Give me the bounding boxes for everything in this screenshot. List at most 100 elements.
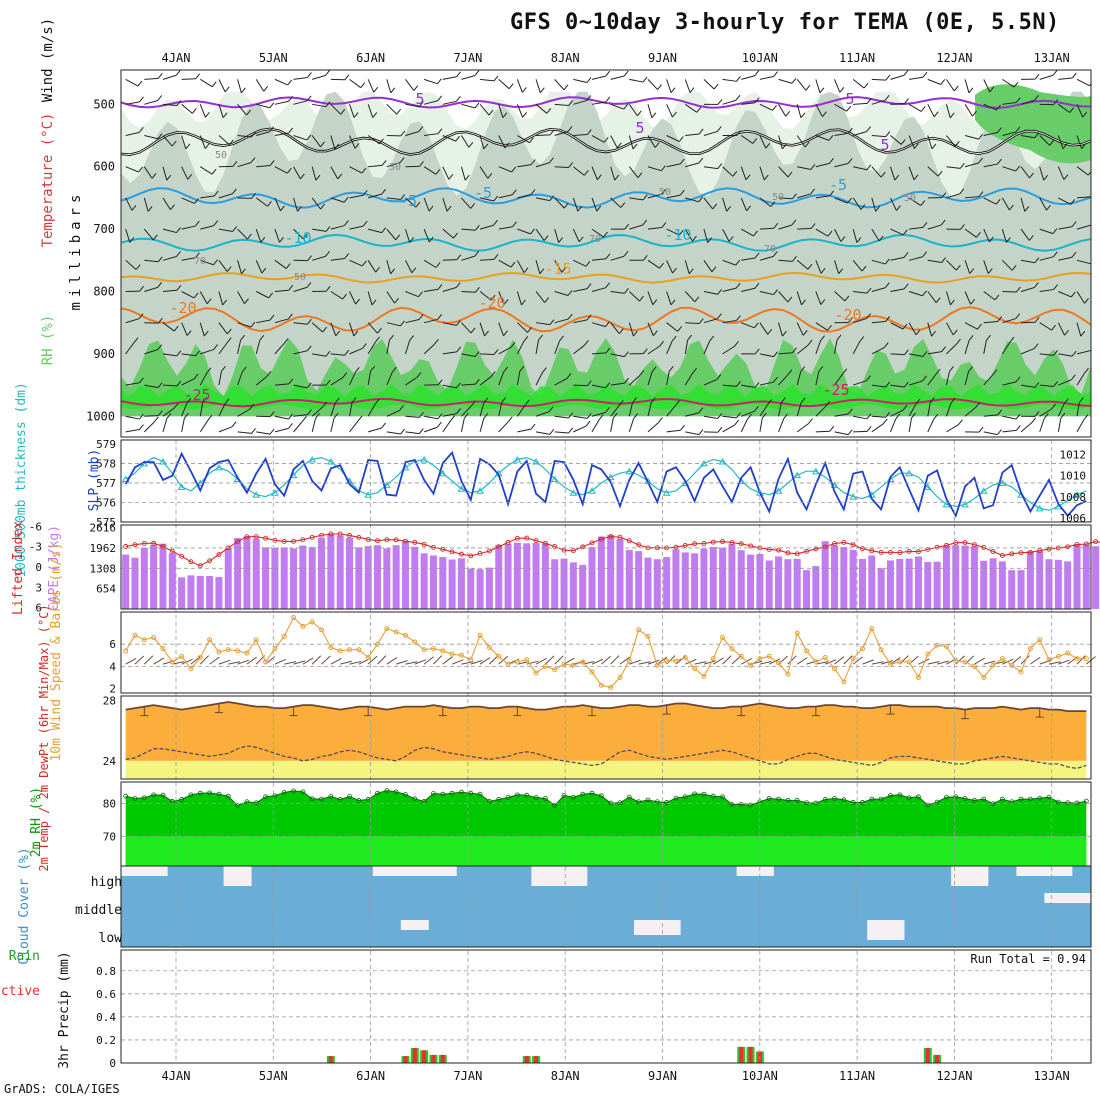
wind-barb bbox=[237, 371, 243, 386]
rh-point bbox=[673, 795, 679, 801]
wind-barb-flag bbox=[933, 111, 939, 118]
cape-bar bbox=[383, 548, 391, 609]
wind-speed-point bbox=[878, 647, 884, 653]
contour-label: 50 bbox=[772, 192, 784, 203]
wind-barb bbox=[908, 380, 923, 386]
wind-barb-flag bbox=[781, 330, 787, 337]
wind-barb-flag bbox=[767, 329, 773, 335]
lifted-index-point bbox=[375, 538, 380, 544]
wind-barb bbox=[1057, 135, 1064, 149]
wind-barb bbox=[199, 322, 205, 337]
wind-barb bbox=[125, 78, 139, 87]
rh-point bbox=[682, 794, 688, 800]
lifted-index-point bbox=[468, 553, 474, 559]
wind-barb-flag bbox=[279, 237, 284, 243]
wind-barb bbox=[824, 659, 837, 665]
lifted-index-point bbox=[888, 549, 893, 555]
wind-barb bbox=[703, 78, 715, 90]
wind-barb-flag bbox=[791, 77, 797, 84]
lifted-index-point bbox=[794, 551, 800, 557]
wind-barb bbox=[908, 166, 915, 180]
wind-barb bbox=[498, 291, 505, 305]
rh-point bbox=[701, 791, 707, 797]
wind-barb-flag bbox=[922, 71, 928, 78]
wind-barb bbox=[498, 104, 504, 118]
cape-bar bbox=[224, 548, 232, 609]
wind-barb-flag bbox=[603, 231, 608, 238]
wind-barb bbox=[927, 259, 942, 264]
wind-barb-flag bbox=[698, 157, 704, 164]
wind-speed-point bbox=[235, 648, 241, 654]
wind-barb-flag bbox=[306, 282, 312, 288]
pressure-tick-label: 500 bbox=[93, 97, 115, 111]
wind-barb bbox=[573, 78, 588, 83]
wind-barb-flag bbox=[344, 74, 350, 81]
wind-barb bbox=[442, 420, 452, 433]
wind-speed-point bbox=[207, 637, 213, 643]
wind-barb bbox=[927, 419, 935, 433]
wind-barb-flag bbox=[286, 167, 292, 174]
wind-barb-flag bbox=[639, 295, 644, 302]
wind-barb bbox=[722, 228, 730, 242]
wind-speed-point bbox=[748, 662, 754, 668]
cape-bar bbox=[504, 543, 512, 609]
wind-barb bbox=[964, 371, 970, 386]
wind-barb bbox=[946, 424, 959, 433]
wind-barb bbox=[423, 78, 438, 85]
wind-barb-flag bbox=[530, 159, 536, 165]
wind-barb-flag bbox=[435, 262, 441, 268]
thickness-point bbox=[849, 493, 858, 500]
wind-barb bbox=[367, 371, 372, 386]
wind-barb bbox=[880, 660, 893, 665]
wind-barb bbox=[1058, 291, 1072, 298]
rh-point bbox=[748, 802, 753, 808]
rh-point bbox=[151, 792, 157, 798]
wind-barb bbox=[647, 79, 658, 90]
wind-barb bbox=[274, 228, 280, 243]
wind-barb bbox=[722, 287, 737, 292]
wind-barb-flag bbox=[884, 282, 890, 289]
wind-barb-flag bbox=[753, 405, 759, 412]
wind-barb-flag bbox=[381, 422, 387, 429]
cape-bar bbox=[663, 557, 671, 609]
wind-barb-flag bbox=[157, 382, 163, 388]
wind-barb bbox=[442, 287, 457, 292]
wind-barb-flag bbox=[848, 317, 853, 323]
wind-barb-flag bbox=[544, 297, 550, 303]
wind-barb-flag bbox=[487, 173, 493, 179]
rh-point bbox=[1083, 798, 1089, 804]
wind-barb-flag bbox=[632, 330, 638, 337]
rh-point bbox=[477, 791, 483, 797]
rh-shading-band bbox=[121, 91, 1091, 417]
wind-barb bbox=[293, 197, 298, 212]
wind-barb bbox=[535, 322, 550, 326]
wind-barb-flag bbox=[950, 397, 956, 404]
wind-barb-flag bbox=[1063, 398, 1069, 404]
wind-barb-flag bbox=[678, 136, 684, 142]
wind-barb bbox=[460, 418, 465, 432]
wind-barb bbox=[591, 75, 606, 80]
wind-barb bbox=[871, 166, 882, 178]
wind-barb-flag bbox=[819, 87, 825, 94]
wind-barb-flag bbox=[375, 336, 380, 343]
wind-barb bbox=[918, 658, 930, 665]
wind-barb-flag bbox=[320, 203, 325, 210]
temperature-axis-label: 2m Temp / 2m DewPt (6hr Min/Max) (°C) bbox=[37, 604, 51, 871]
wind-barb bbox=[1039, 384, 1054, 387]
wind-barb-flag bbox=[418, 314, 424, 320]
wind-barb bbox=[125, 131, 140, 136]
wind-barb-flag bbox=[1081, 143, 1086, 150]
thickness-point bbox=[1073, 491, 1081, 498]
wind-barb bbox=[983, 374, 994, 386]
wind-barb bbox=[759, 381, 774, 386]
wind-barb bbox=[1002, 290, 1017, 293]
wind-barb-flag bbox=[787, 296, 793, 303]
wind-barb bbox=[368, 228, 382, 234]
lifted-index-point bbox=[589, 540, 595, 546]
run-total-label: Run Total = 0.94 bbox=[970, 952, 1086, 966]
day-label-bottom: 5JAN bbox=[259, 1069, 288, 1083]
wind-barb-flag bbox=[157, 344, 163, 350]
wind-barb bbox=[983, 228, 990, 243]
contour-label: -5 bbox=[399, 192, 417, 210]
